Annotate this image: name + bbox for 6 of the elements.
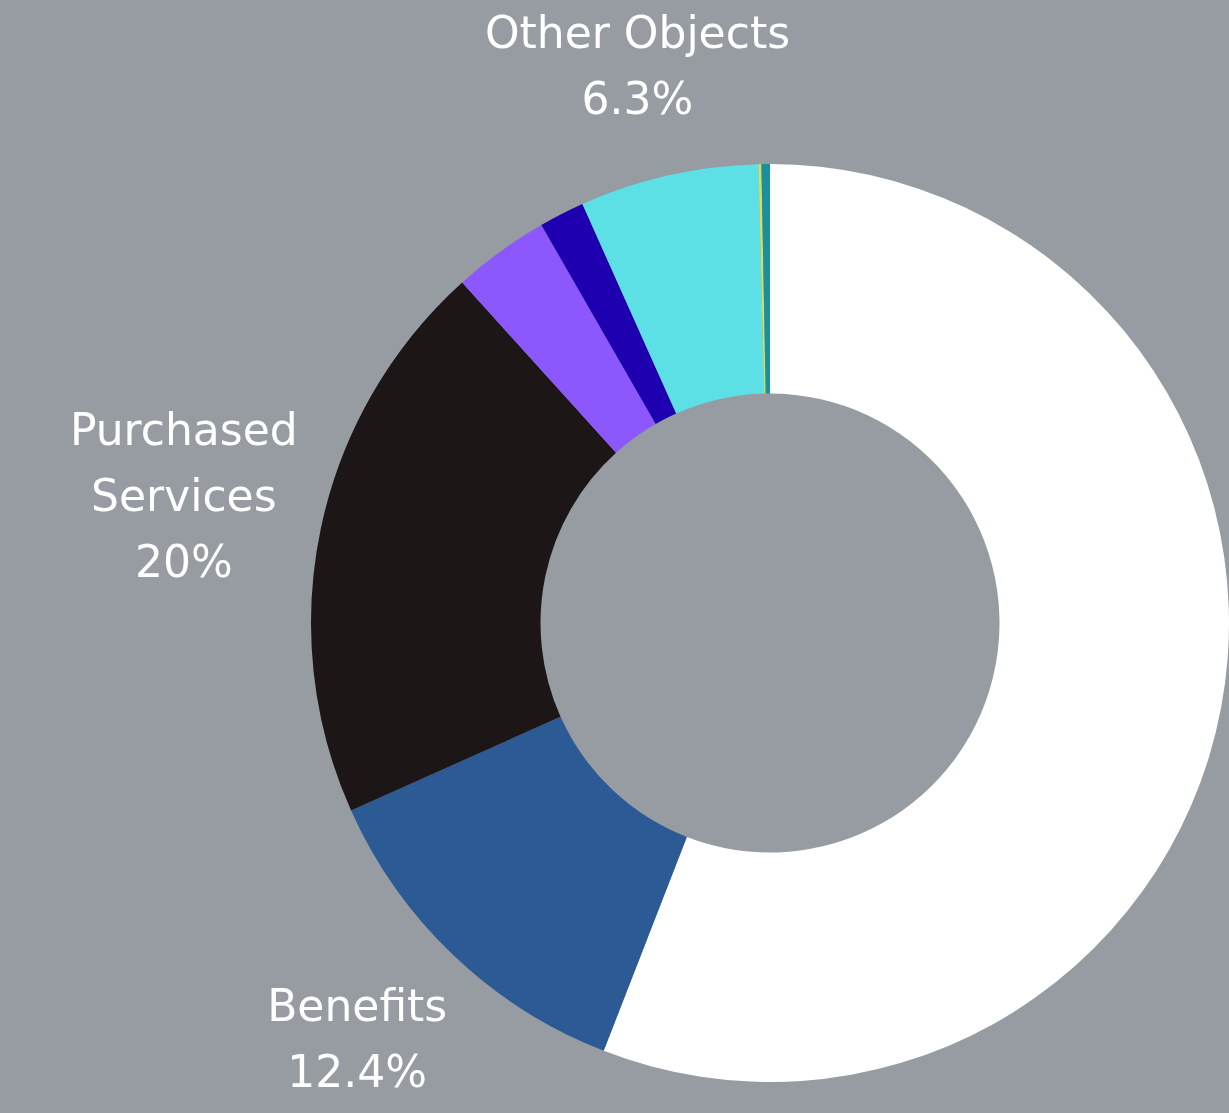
slice-label: Other Objects xyxy=(484,7,791,59)
data-label: 12.4% xyxy=(287,1046,428,1098)
data-label: 20% xyxy=(134,536,233,588)
slice-label: Purchased Services xyxy=(69,404,298,522)
slice-label: Benefits xyxy=(267,980,448,1032)
data-label: 6.3% xyxy=(581,73,694,125)
